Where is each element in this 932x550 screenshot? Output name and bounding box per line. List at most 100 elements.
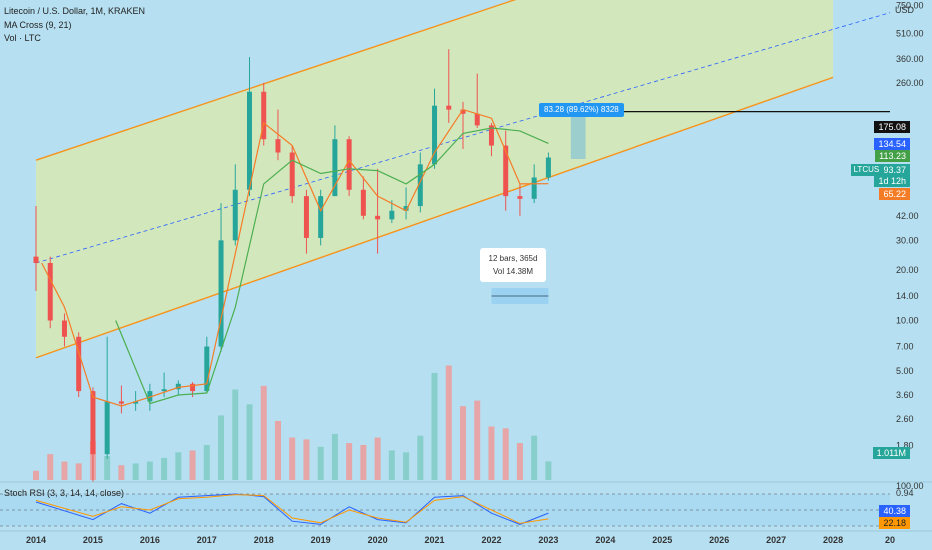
date-range-bars: 12 bars, 365d xyxy=(488,254,538,263)
candle-body xyxy=(275,139,281,153)
candle-body xyxy=(318,196,324,238)
price-tick-label: 2.60 xyxy=(896,414,914,424)
time-tick-label: 2028 xyxy=(823,535,843,545)
candles xyxy=(33,49,551,482)
volume-bar xyxy=(260,385,267,480)
candle-body xyxy=(289,152,295,197)
volume-bar xyxy=(232,389,239,480)
volume-bar xyxy=(502,428,509,480)
time-tick-label: 2017 xyxy=(197,535,217,545)
candle-body xyxy=(488,125,494,146)
candle-body xyxy=(531,177,537,199)
ma-value-tag-a: 134.54 xyxy=(874,138,910,150)
candle-body xyxy=(474,113,480,126)
time-tick-label: 2023 xyxy=(538,535,558,545)
channel-upper-line xyxy=(35,0,517,161)
candle-body xyxy=(47,262,53,321)
volume-bar xyxy=(417,435,424,480)
volume-bar xyxy=(104,456,111,480)
measure-box xyxy=(570,111,586,159)
stoch-rsi-label[interactable]: Stoch RSI (3, 3, 14, 14, close) xyxy=(4,488,125,498)
time-tick-label: 2022 xyxy=(481,535,501,545)
volume-bar xyxy=(474,400,481,480)
candle-body xyxy=(432,105,438,165)
candle-body xyxy=(90,391,96,455)
measure-tool xyxy=(491,111,586,304)
measure-label[interactable]: 83.28 (89.62%) 8328 xyxy=(539,103,624,117)
volume-bar xyxy=(346,443,353,480)
candle-body xyxy=(460,109,466,114)
time-tick-label: 2020 xyxy=(368,535,388,545)
candle-body xyxy=(403,206,409,211)
volume-bar xyxy=(75,463,82,480)
volume-bar xyxy=(132,463,139,480)
price-tick-label: 0.94 xyxy=(896,488,914,498)
stoch-d-tag: 22.18 xyxy=(879,517,910,529)
time-tick-label: 2025 xyxy=(652,535,672,545)
volume-bar xyxy=(303,439,310,480)
time-tick-label: 2018 xyxy=(254,535,274,545)
price-unit-label: USD xyxy=(894,5,914,15)
time-tick-label: 2014 xyxy=(26,535,46,545)
price-tick-label: 5.00 xyxy=(896,366,914,376)
volume-bar xyxy=(445,365,452,480)
ma-value-tag-c: 65.22 xyxy=(879,188,910,200)
candle-body xyxy=(61,320,67,337)
volume-bar xyxy=(33,470,39,480)
candle-body xyxy=(147,391,153,402)
symbol-title[interactable]: Litecoin / U.S. Dollar, 1M, KRAKEN xyxy=(4,6,146,16)
last-price-tag: 93.37 xyxy=(879,164,910,176)
stoch-tick-label: 100.00 xyxy=(896,481,924,491)
volume-indicator-label[interactable]: Vol · LTC xyxy=(4,33,41,43)
candle-body xyxy=(303,196,309,238)
candle-body xyxy=(218,240,224,347)
price-tick-label: 3.60 xyxy=(896,390,914,400)
candle-body xyxy=(417,164,423,207)
resistance-price-tag: 175.08 xyxy=(874,121,910,133)
volume-bar xyxy=(317,446,324,480)
ma-value-tag-b: 113.23 xyxy=(875,150,910,162)
candle-body xyxy=(76,336,82,392)
candle-body xyxy=(175,383,181,390)
candle-body xyxy=(446,105,452,110)
volume-bar xyxy=(161,457,168,480)
volume-value-tag: 1.011M xyxy=(872,447,910,459)
price-tick-label: 750.00 xyxy=(896,0,924,10)
candle-body xyxy=(161,389,167,392)
volume-bar xyxy=(218,415,225,480)
ma-fast-line xyxy=(41,108,549,407)
candle-body xyxy=(33,256,39,263)
volume-bar xyxy=(118,465,125,480)
moving-averages xyxy=(41,108,549,407)
volume-bar xyxy=(246,404,253,480)
candle-body xyxy=(360,189,366,216)
price-tick-label: 7.00 xyxy=(896,342,914,352)
symbol-tag: LTCUSD xyxy=(850,164,888,176)
date-range-info-box[interactable]: 12 bars, 365d Vol 14.38M xyxy=(480,248,546,282)
candle-body xyxy=(545,157,551,178)
candle-body xyxy=(517,196,523,199)
candle-body xyxy=(332,139,338,197)
time-tick-label: 2019 xyxy=(311,535,331,545)
ma-cross-indicator-label[interactable]: MA Cross (9, 21) xyxy=(4,20,72,30)
time-tick-label: 2024 xyxy=(595,535,615,545)
candle-body xyxy=(389,210,395,220)
candle-body xyxy=(261,91,267,140)
volume-bar xyxy=(431,372,438,480)
candle-body xyxy=(232,189,238,241)
candle-body xyxy=(118,401,124,404)
candle-body xyxy=(104,401,110,455)
price-tick-label: 510.00 xyxy=(896,29,924,39)
candle-body xyxy=(204,346,210,392)
stoch-rsi-panel xyxy=(0,493,890,527)
volume-bar xyxy=(374,437,381,480)
volume-bar xyxy=(274,420,281,480)
channel-lower-line xyxy=(35,76,834,359)
volume-bar xyxy=(189,450,196,480)
volume-bar xyxy=(531,435,538,480)
channel-fill xyxy=(36,0,834,358)
volume-bar xyxy=(146,461,153,480)
volume-bar xyxy=(61,461,68,480)
price-tick-label: 360.00 xyxy=(896,54,924,64)
